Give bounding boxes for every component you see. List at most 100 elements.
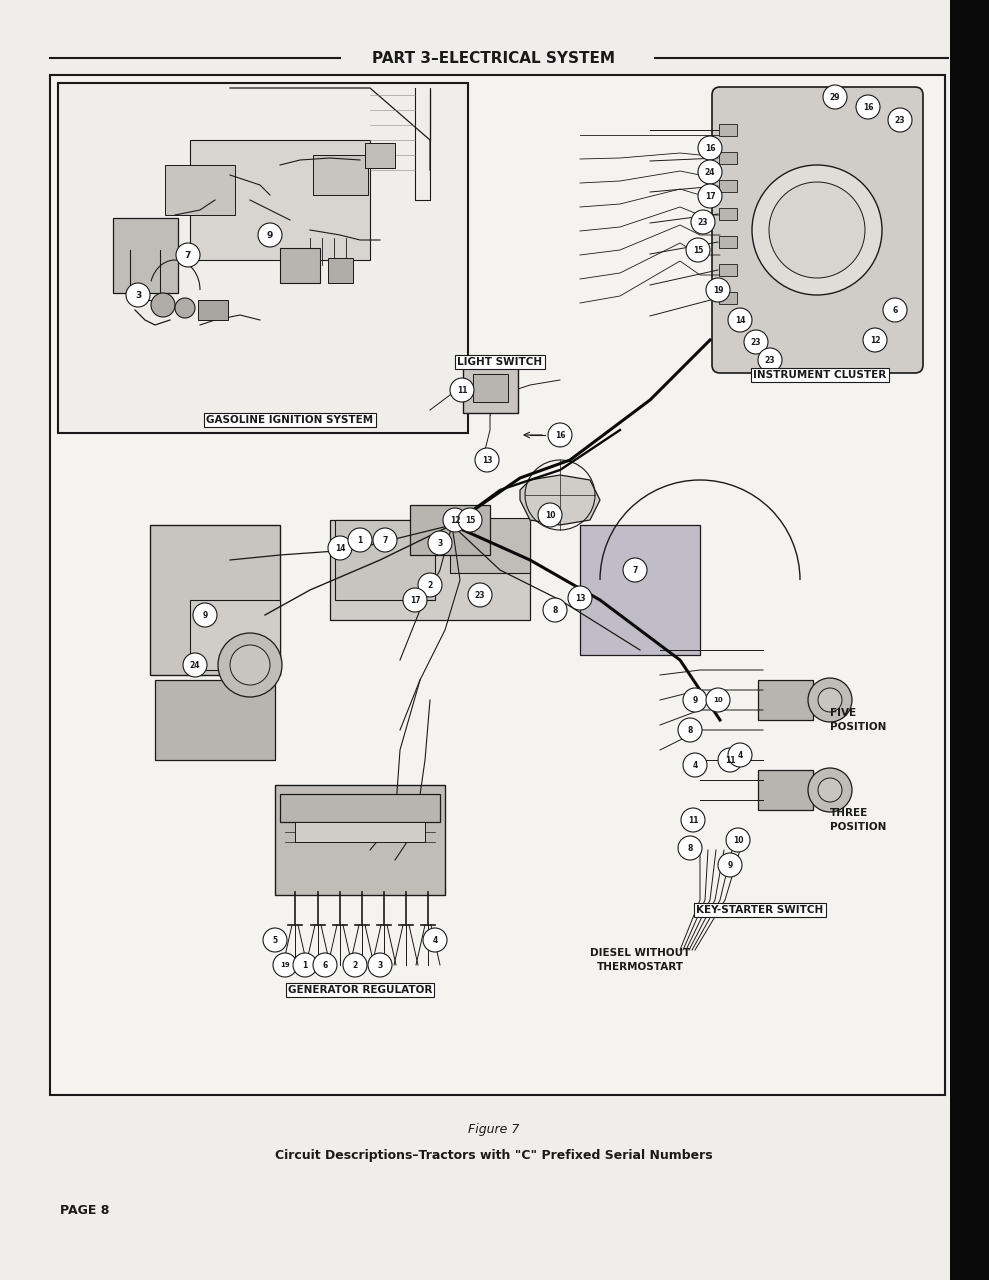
Bar bbox=[450, 517, 530, 572]
Bar bbox=[758, 771, 813, 810]
Text: 1: 1 bbox=[357, 535, 363, 544]
Bar bbox=[719, 180, 737, 192]
Bar bbox=[275, 785, 445, 895]
Bar bbox=[950, 0, 989, 1280]
Text: 2: 2 bbox=[427, 581, 432, 590]
Circle shape bbox=[856, 95, 880, 119]
Circle shape bbox=[368, 954, 392, 977]
Circle shape bbox=[758, 348, 782, 372]
Circle shape bbox=[538, 503, 562, 527]
Text: Figure 7: Figure 7 bbox=[469, 1124, 519, 1137]
Bar bbox=[719, 209, 737, 220]
Text: 19: 19 bbox=[280, 963, 290, 968]
Circle shape bbox=[691, 210, 715, 234]
Bar bbox=[719, 152, 737, 164]
Text: 12: 12 bbox=[869, 335, 880, 344]
Text: KEY-STARTER SWITCH: KEY-STARTER SWITCH bbox=[696, 905, 824, 915]
Text: 9: 9 bbox=[727, 860, 733, 869]
Circle shape bbox=[348, 529, 372, 552]
Circle shape bbox=[863, 328, 887, 352]
Bar bbox=[327, 257, 352, 283]
Polygon shape bbox=[520, 475, 600, 525]
Text: 8: 8 bbox=[552, 605, 558, 614]
Circle shape bbox=[726, 828, 750, 852]
Bar bbox=[150, 525, 280, 675]
Text: 5: 5 bbox=[272, 936, 278, 945]
Circle shape bbox=[808, 678, 852, 722]
Bar bbox=[580, 525, 700, 655]
Circle shape bbox=[681, 808, 705, 832]
Text: 23: 23 bbox=[764, 356, 775, 365]
Circle shape bbox=[263, 928, 287, 952]
Text: 24: 24 bbox=[705, 168, 715, 177]
Circle shape bbox=[543, 598, 567, 622]
Text: 6: 6 bbox=[322, 960, 327, 969]
Bar bbox=[719, 124, 737, 136]
Text: 17: 17 bbox=[409, 595, 420, 604]
Circle shape bbox=[818, 778, 842, 803]
Text: 23: 23 bbox=[895, 115, 905, 124]
Text: 23: 23 bbox=[698, 218, 708, 227]
Circle shape bbox=[183, 653, 207, 677]
Circle shape bbox=[808, 768, 852, 812]
Circle shape bbox=[888, 108, 912, 132]
Circle shape bbox=[475, 448, 499, 472]
Text: 6: 6 bbox=[892, 306, 898, 315]
Text: 11: 11 bbox=[457, 385, 467, 394]
Bar bbox=[719, 292, 737, 305]
Bar bbox=[758, 680, 813, 719]
Text: 13: 13 bbox=[482, 456, 493, 465]
Bar bbox=[473, 374, 507, 402]
Circle shape bbox=[568, 586, 592, 611]
Text: 3: 3 bbox=[378, 960, 383, 969]
Circle shape bbox=[623, 558, 647, 582]
Text: 16: 16 bbox=[705, 143, 715, 152]
Circle shape bbox=[443, 508, 467, 532]
Text: 9: 9 bbox=[203, 611, 208, 620]
Circle shape bbox=[744, 330, 768, 355]
Circle shape bbox=[258, 223, 282, 247]
Circle shape bbox=[418, 573, 442, 596]
Circle shape bbox=[698, 184, 722, 209]
Circle shape bbox=[728, 308, 752, 332]
Text: 14: 14 bbox=[334, 544, 345, 553]
Bar bbox=[410, 506, 490, 556]
Text: FIVE
POSITION: FIVE POSITION bbox=[830, 708, 886, 732]
Text: Circuit Descriptions–Tractors with "C" Prefixed Serial Numbers: Circuit Descriptions–Tractors with "C" P… bbox=[275, 1148, 713, 1161]
Text: 15: 15 bbox=[693, 246, 703, 255]
Circle shape bbox=[752, 165, 882, 294]
Text: 15: 15 bbox=[465, 516, 475, 525]
Circle shape bbox=[343, 954, 367, 977]
Circle shape bbox=[450, 378, 474, 402]
Text: 4: 4 bbox=[692, 760, 697, 769]
Bar bbox=[280, 794, 440, 822]
Bar bbox=[155, 680, 275, 760]
Text: THREE
POSITION: THREE POSITION bbox=[830, 809, 886, 832]
Text: DIESEL WITHOUT
THERMOSTART: DIESEL WITHOUT THERMOSTART bbox=[589, 948, 690, 972]
Text: PART 3–ELECTRICAL SYSTEM: PART 3–ELECTRICAL SYSTEM bbox=[373, 50, 615, 65]
Bar bbox=[365, 142, 395, 168]
Text: 23: 23 bbox=[475, 590, 486, 599]
Circle shape bbox=[706, 278, 730, 302]
Circle shape bbox=[193, 603, 217, 627]
Text: 16: 16 bbox=[862, 102, 873, 111]
Circle shape bbox=[126, 283, 150, 307]
Circle shape bbox=[151, 293, 175, 317]
Text: 11: 11 bbox=[687, 815, 698, 824]
Text: 16: 16 bbox=[555, 430, 566, 439]
Circle shape bbox=[883, 298, 907, 323]
Circle shape bbox=[273, 954, 297, 977]
Bar bbox=[190, 600, 280, 669]
Bar bbox=[719, 264, 737, 276]
Bar bbox=[113, 218, 177, 293]
Text: 24: 24 bbox=[190, 660, 200, 669]
Circle shape bbox=[686, 238, 710, 262]
Text: 10: 10 bbox=[545, 511, 555, 520]
Circle shape bbox=[683, 753, 707, 777]
Circle shape bbox=[468, 582, 492, 607]
Text: 3: 3 bbox=[437, 539, 443, 548]
Text: 1: 1 bbox=[303, 960, 308, 969]
Bar bbox=[198, 300, 228, 320]
Text: 19: 19 bbox=[713, 285, 723, 294]
Text: 7: 7 bbox=[383, 535, 388, 544]
